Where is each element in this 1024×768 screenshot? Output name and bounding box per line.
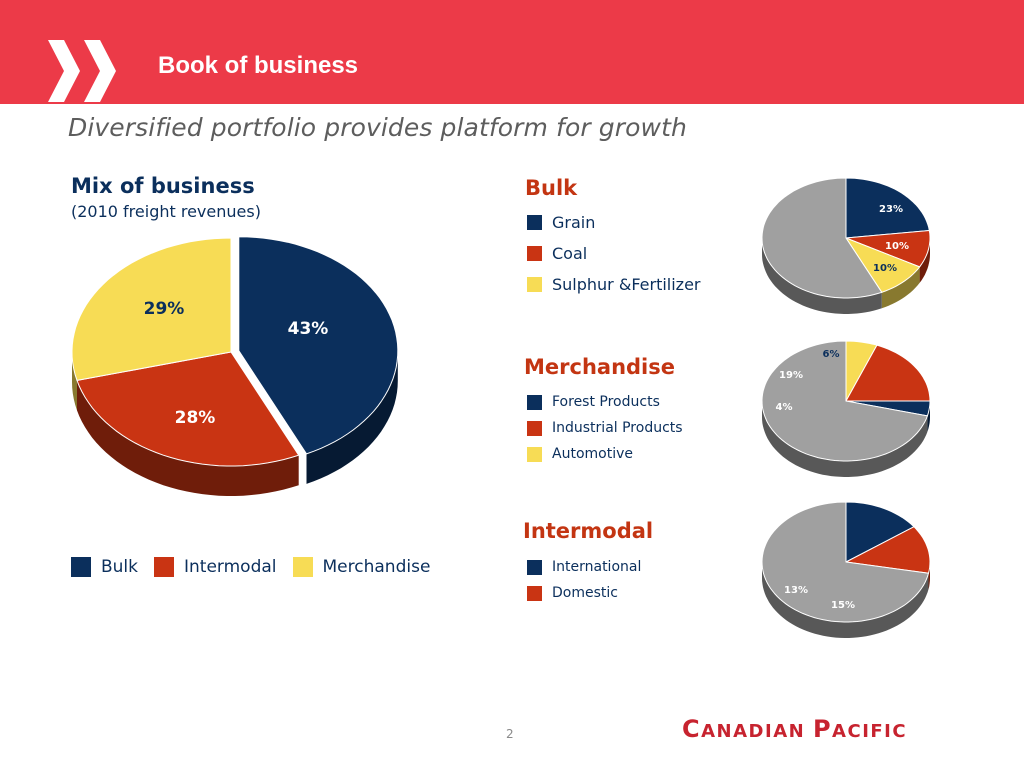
slide-subtitle: Diversified portfolio provides platform … (68, 113, 687, 142)
legend-swatch-intermodal (154, 557, 175, 577)
legend-label-industrial-products: Industrial Products (552, 420, 683, 436)
merchandise-section-title: Merchandise (524, 355, 675, 379)
mix-chart-title: Mix of business (71, 174, 255, 198)
pie-3-side-other (762, 562, 929, 638)
pie-1-slice-coal (845, 229, 931, 268)
pie-1-slice-grain (845, 177, 930, 239)
pie-2-label-industrial-products: 19% (779, 370, 803, 381)
legend-label-intermodal: Intermodal (184, 557, 277, 577)
legend-swatch-domestic (527, 585, 542, 601)
legend-label-coal: Coal (552, 244, 588, 263)
pie-3-slice-other (761, 501, 930, 623)
legend-swatch-merchandise (292, 557, 313, 577)
pie-2-side-other (762, 401, 928, 477)
logo-word-acific: ACIFIC (832, 721, 908, 742)
pie-3-label-international: 15% (831, 600, 855, 611)
legend-item-international: International (527, 559, 641, 575)
legend-label-domestic: Domestic (552, 585, 618, 601)
legend-item-forest-products: Forest Products (527, 394, 660, 410)
legend-label-automotive: Automotive (552, 446, 633, 462)
pie-1-label-sulphur-fertilizer: 10% (873, 263, 897, 274)
canadian-pacific-logo: CANADIAN PACIFIC (682, 715, 907, 743)
pie-1-side-coal (919, 238, 930, 283)
intermodal-section-title: Intermodal (523, 519, 654, 543)
legend-swatch-bulk (71, 557, 91, 577)
logo-letter-p: P (812, 715, 833, 743)
page-number: 2 (506, 727, 514, 741)
legend-swatch-coal (527, 246, 542, 261)
legend-swatch-international (527, 559, 542, 575)
pie-1-label-grain: 23% (879, 204, 903, 215)
pie-2-label-forest-products: 4% (776, 402, 793, 413)
pie-2-slice-automotive (845, 340, 878, 403)
legend-swatch-forest-products (527, 394, 542, 410)
legend-swatch-grain (527, 215, 542, 230)
legend-item-automotive: Automotive (527, 446, 633, 462)
pie-2-slice-other (761, 340, 929, 462)
legend-item-sulphur-fertilizer: Sulphur &Fertilizer (527, 275, 701, 294)
logo-letter-c: C (682, 715, 702, 743)
pie-0-label-intermodal: 28% (175, 408, 216, 428)
logo-word-anadian: ANADIAN (701, 721, 813, 742)
legend-item-grain: Grain (527, 213, 595, 232)
pie-0-slice-merchandise (71, 237, 232, 381)
pie-3-label-domestic: 13% (784, 585, 808, 596)
pie-1-label-coal: 10% (885, 241, 909, 252)
pie-0-label-bulk: 43% (288, 319, 329, 339)
pie-0-side-bulk (306, 350, 398, 484)
pie-1-side-other (762, 238, 882, 314)
bulk-section-title: Bulk (525, 176, 578, 200)
pie-2-label-automotive: 6% (823, 349, 840, 360)
pie-3-slice-domestic (844, 526, 931, 574)
pie-0-side-intermodal (77, 380, 299, 496)
slide-title: Book of business (158, 52, 359, 79)
chevrons-logo-icon (48, 40, 116, 102)
legend-item-coal: Coal (527, 244, 587, 263)
legend-label-international: International (552, 559, 642, 575)
legend-item-domestic: Domestic (527, 585, 618, 601)
legend-item-industrial-products: Industrial Products (527, 420, 683, 436)
mix-legend: Bulk Intermodal Merchandise (71, 557, 446, 577)
legend-label-bulk: Bulk (101, 557, 139, 577)
legend-label-merchandise: Merchandise (322, 557, 431, 577)
legend-label-grain: Grain (552, 213, 596, 232)
legend-swatch-automotive (527, 446, 542, 462)
pie-0-slice-intermodal (76, 351, 300, 467)
legend-swatch-industrial-products (527, 420, 542, 436)
legend-label-forest-products: Forest Products (552, 394, 660, 410)
pie-0-label-merchandise: 29% (144, 299, 185, 319)
pie-1-slice-other (761, 177, 883, 299)
mix-chart-subtitle: (2010 freight revenues) (71, 202, 261, 221)
pie-0-slice-bulk (238, 236, 399, 455)
pie-2-slice-industrial-products (845, 344, 931, 402)
pie-3-slice-international (845, 501, 915, 563)
legend-swatch-sulphur-fertilizer (527, 277, 542, 292)
legend-label-sulphur-fertilizer: Sulphur &Fertilizer (552, 275, 701, 294)
title-banner (0, 0, 1024, 104)
pie-1-slice-sulphur-fertilizer (844, 236, 921, 293)
